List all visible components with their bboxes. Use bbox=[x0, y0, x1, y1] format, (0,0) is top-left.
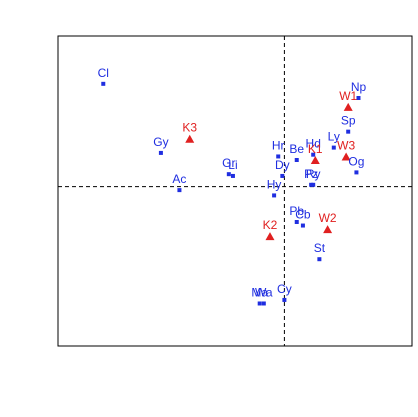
square-point-sp bbox=[346, 129, 351, 134]
plot-frame bbox=[57, 35, 413, 347]
square-point-cb bbox=[300, 223, 305, 228]
point-label-cl: Cl bbox=[98, 66, 109, 80]
square-point-np bbox=[356, 96, 361, 100]
point-label-w2: W2 bbox=[319, 211, 337, 225]
point-label-hy: Hy bbox=[267, 177, 282, 191]
point-label-k2: K2 bbox=[263, 218, 278, 232]
square-point-dy bbox=[280, 173, 285, 178]
point-label-ma: Ma bbox=[251, 285, 268, 299]
point-label-hr: Hr bbox=[272, 138, 285, 152]
square-point-st bbox=[317, 257, 322, 262]
point-label-np: Np bbox=[351, 80, 367, 94]
square-point-ac bbox=[177, 188, 182, 193]
triangle-point-k2 bbox=[265, 232, 275, 241]
square-point-gy bbox=[158, 150, 163, 155]
triangle-point-k3 bbox=[185, 134, 195, 143]
point-label-sp: Sp bbox=[341, 114, 356, 128]
point-label-hd: Hd bbox=[306, 137, 321, 151]
triangle-point-w1 bbox=[343, 102, 353, 111]
square-point-pz bbox=[309, 182, 314, 187]
reference-lines bbox=[58, 36, 412, 346]
point-label-w3: W3 bbox=[337, 138, 355, 152]
square-point-hr bbox=[276, 154, 281, 159]
point-label-be: Be bbox=[289, 142, 304, 156]
square-point-hd bbox=[311, 152, 316, 157]
point-label-li: Li bbox=[228, 158, 237, 172]
data-points bbox=[101, 81, 361, 306]
point-label-ly: Ly bbox=[328, 130, 340, 144]
point-label-k1: K1 bbox=[308, 142, 323, 156]
square-point-cl bbox=[101, 81, 106, 86]
square-point-wa bbox=[261, 301, 266, 306]
square-point-be bbox=[294, 158, 299, 162]
point-label-k3: K3 bbox=[182, 121, 197, 135]
square-point-ma bbox=[257, 301, 262, 306]
point-label-w1: W1 bbox=[339, 89, 357, 103]
square-point-hy bbox=[272, 193, 277, 198]
point-label-gr: Gr bbox=[222, 156, 235, 170]
square-point-ry bbox=[311, 182, 316, 187]
point-label-gy: Gy bbox=[153, 135, 168, 149]
plot-border bbox=[57, 35, 413, 347]
point-label-st: St bbox=[314, 241, 326, 255]
triangle-point-w2 bbox=[323, 225, 333, 234]
point-label-cb: Cb bbox=[295, 208, 311, 222]
square-point-pb bbox=[294, 220, 299, 224]
point-label-ac: Ac bbox=[172, 172, 186, 186]
point-label-og: Og bbox=[348, 154, 364, 168]
point-label-ry: Ry bbox=[306, 167, 321, 181]
square-point-cy bbox=[282, 297, 287, 302]
point-label-pb: Pb bbox=[289, 204, 304, 218]
triangle-point-k1 bbox=[310, 156, 320, 164]
point-label-cy: Cy bbox=[277, 282, 292, 296]
point-label-pz: Pz bbox=[304, 167, 318, 181]
square-point-ly bbox=[331, 145, 336, 150]
point-label-wa: Wa bbox=[255, 285, 273, 299]
square-point-gr bbox=[226, 172, 231, 177]
triangle-point-w3 bbox=[341, 152, 351, 161]
square-point-li bbox=[230, 173, 235, 178]
point-label-dy: Dy bbox=[275, 158, 290, 172]
square-point-og bbox=[354, 170, 359, 175]
